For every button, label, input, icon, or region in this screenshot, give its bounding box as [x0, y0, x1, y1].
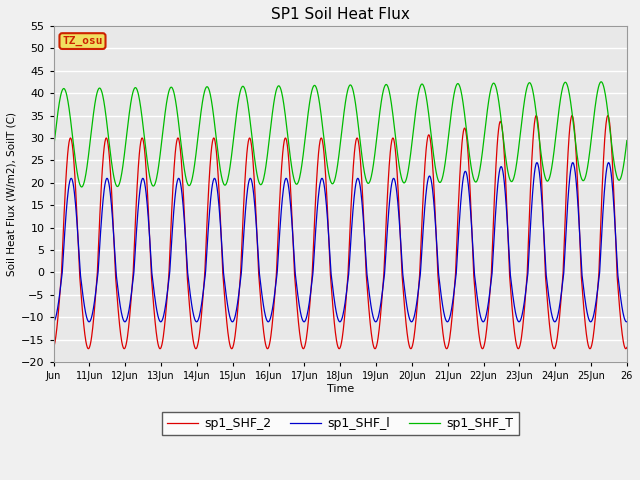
- sp1_SHF_T: [50, 145, 58, 151]
- sp1_SHF_l: [605, 160, 612, 166]
- sp1_SHF_T: [623, 138, 630, 144]
- Line: sp1_SHF_l: sp1_SHF_l: [54, 163, 627, 322]
- Line: sp1_SHF_T: sp1_SHF_T: [54, 82, 627, 187]
- sp1_SHF_l: [445, 318, 452, 324]
- sp1_SHF_l: [586, 319, 594, 324]
- sp1_SHF_T: [597, 79, 605, 84]
- Legend: sp1_SHF_2, sp1_SHF_l, sp1_SHF_T: sp1_SHF_2, sp1_SHF_l, sp1_SHF_T: [162, 412, 518, 435]
- sp1_SHF_2: [50, 345, 58, 350]
- sp1_SHF_l: [50, 319, 58, 324]
- sp1_SHF_l: [61, 235, 68, 240]
- sp1_SHF_2: [445, 341, 452, 347]
- sp1_SHF_T: [586, 144, 594, 150]
- Line: sp1_SHF_2: sp1_SHF_2: [54, 116, 627, 348]
- sp1_SHF_2: [309, 257, 317, 263]
- sp1_SHF_T: [153, 176, 161, 181]
- sp1_SHF_T: [309, 84, 317, 90]
- Y-axis label: Soil Heat Flux (W/m2), SoilT (C): Soil Heat Flux (W/m2), SoilT (C): [7, 112, 17, 276]
- Title: SP1 Soil Heat Flux: SP1 Soil Heat Flux: [271, 7, 410, 22]
- Text: TZ_osu: TZ_osu: [62, 36, 103, 46]
- sp1_SHF_l: [343, 286, 351, 292]
- sp1_SHF_l: [623, 319, 630, 324]
- sp1_SHF_T: [61, 86, 68, 92]
- sp1_SHF_2: [623, 345, 630, 350]
- sp1_SHF_l: [152, 304, 160, 310]
- X-axis label: Time: Time: [326, 384, 354, 394]
- sp1_SHF_l: [623, 319, 630, 324]
- sp1_SHF_2: [152, 329, 160, 335]
- sp1_SHF_2: [622, 346, 630, 351]
- sp1_SHF_2: [604, 113, 612, 119]
- sp1_SHF_T: [78, 184, 86, 190]
- sp1_SHF_2: [586, 346, 594, 351]
- sp1_SHF_T: [445, 129, 453, 134]
- sp1_SHF_T: [344, 89, 351, 95]
- sp1_SHF_2: [61, 204, 68, 210]
- sp1_SHF_l: [309, 271, 317, 277]
- sp1_SHF_2: [343, 286, 351, 292]
